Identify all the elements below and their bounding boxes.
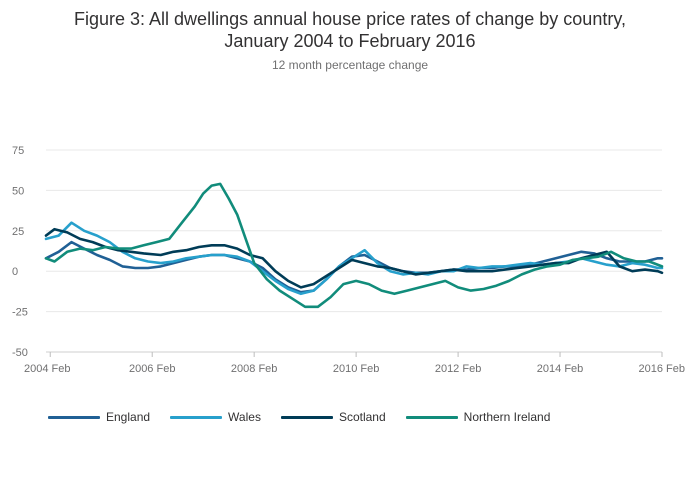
y-tick-label: -50 (12, 347, 28, 359)
legend-label: Wales (228, 410, 261, 424)
legend: England Wales Scotland Northern Ireland (48, 408, 570, 426)
x-tick-label: 2008 Feb (231, 363, 277, 375)
series-line-northern-ireland (44, 182, 664, 309)
legend-item-england[interactable]: England (48, 408, 150, 426)
legend-label: England (106, 410, 151, 424)
gridlines (46, 149, 662, 353)
y-tick-label: -25 (12, 307, 28, 319)
chart-title: Figure 3: All dwellings annual house pri… (0, 8, 700, 52)
chart-subtitle: 12 month percentage change (271, 58, 429, 72)
x-tick-label: 2012 Feb (435, 363, 481, 375)
chart-title-line-2: January 2004 to February 2016 (224, 31, 476, 51)
series-line-england (44, 240, 664, 294)
plot-area (44, 182, 664, 309)
legend-item-northern-ireland[interactable]: Northern Ireland (405, 408, 551, 426)
legend-label: Northern Ireland (463, 410, 551, 424)
x-axis: 2004 Feb 2006 Feb 2008 Feb 2010 Feb 2012 Feb… (24, 352, 685, 375)
x-tick-label: 2016 Feb (639, 363, 685, 375)
y-tick-label: 0 (12, 266, 18, 278)
chart-title-line-1: Figure 3: All dwellings annual house pri… (74, 9, 626, 29)
x-tick-label: 2006 Feb (129, 363, 175, 375)
y-tick-label: 50 (12, 185, 24, 197)
x-tick-label: 2010 Feb (333, 363, 379, 375)
y-tick-label: 75 (12, 145, 24, 157)
x-tick-label: 2004 Feb (24, 363, 70, 375)
legend-swatch (48, 415, 100, 419)
legend-item-scotland[interactable]: Scotland (280, 408, 386, 426)
legend-item-wales[interactable]: Wales (170, 408, 261, 426)
y-axis: 75 50 25 0 -25 -50 (12, 145, 28, 359)
legend-swatch (280, 415, 333, 419)
series-line-wales (44, 221, 664, 296)
legend-swatch (170, 415, 223, 419)
legend-label: Scotland (338, 410, 386, 424)
x-tick-label: 2014 Feb (537, 363, 583, 375)
y-tick-label: 25 (12, 226, 24, 238)
legend-swatch (405, 415, 458, 419)
